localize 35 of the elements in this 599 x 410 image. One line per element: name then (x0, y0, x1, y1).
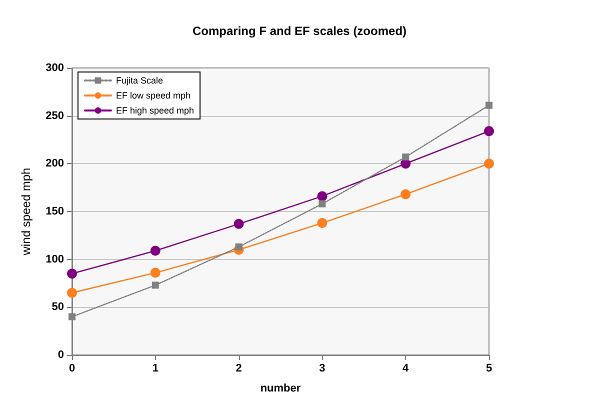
chart-title: Comparing F and EF scales (zoomed) (192, 24, 407, 38)
point (400, 189, 411, 200)
point (68, 313, 76, 320)
x-tick-label: 5 (486, 362, 492, 374)
point (484, 158, 494, 169)
point (150, 268, 160, 278)
y-tick-label: 0 (58, 349, 64, 361)
point (318, 200, 326, 208)
x-tick-label: 4 (402, 362, 410, 374)
y-tick-label: 100 (46, 253, 64, 266)
point (486, 102, 492, 109)
point (317, 218, 328, 228)
y-tick-label: 200 (46, 158, 64, 170)
y-tick-label: 150 (46, 206, 64, 218)
point (317, 191, 328, 202)
legend-label: EF low speed mph (116, 90, 191, 100)
x-tick-label: 2 (236, 362, 242, 374)
point (234, 218, 244, 229)
point (235, 243, 242, 250)
y-axis-title: wind speed mph (19, 168, 33, 256)
y-tick-label: 50 (52, 301, 64, 314)
legend-label: EF high speed mph (116, 106, 194, 116)
point (150, 246, 160, 256)
point (67, 288, 77, 298)
point (484, 126, 494, 136)
y-tick-label: 250 (46, 110, 64, 122)
y-tick-label: 300 (46, 62, 64, 74)
point (402, 153, 410, 160)
x-tick-label: 0 (68, 362, 76, 374)
legend-label: Fujita Scale (116, 76, 164, 86)
x-axis-title: number (260, 382, 302, 394)
x-tick-label: 1 (152, 362, 158, 374)
point (67, 268, 77, 279)
x-tick-label: 3 (319, 362, 326, 374)
point (152, 282, 159, 289)
